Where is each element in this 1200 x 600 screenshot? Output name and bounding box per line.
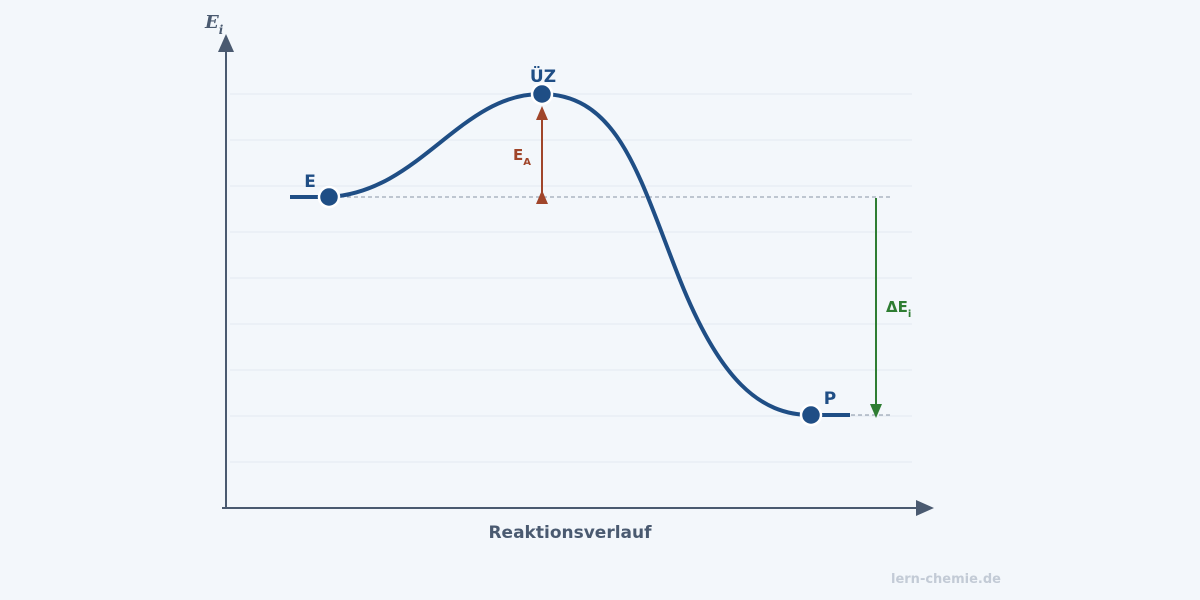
point-marker xyxy=(530,82,554,106)
point-marker xyxy=(799,403,823,427)
activation-label-main: E xyxy=(513,146,523,164)
reaction-energy-label-sub: i xyxy=(908,309,911,320)
reaction-energy-label-main: ΔE xyxy=(886,298,908,316)
energy-curve xyxy=(290,91,850,417)
watermark: lern-chemie.de xyxy=(891,572,1001,587)
x-axis-label: Reaktionsverlauf xyxy=(488,523,652,543)
point-label: ÜZ xyxy=(530,65,556,87)
activation-label-sub: A xyxy=(523,157,531,168)
point-label: P xyxy=(824,389,836,409)
reaction-energy-label: ΔEi xyxy=(886,298,911,320)
grid xyxy=(230,93,912,463)
point-marker xyxy=(317,185,341,209)
activation-label: EA xyxy=(513,146,531,168)
y-axis-label-sub: i xyxy=(219,23,224,37)
point-label: E xyxy=(304,172,316,192)
y-axis-label-main: E xyxy=(204,12,219,33)
y-axis-label: Ei xyxy=(204,12,224,37)
